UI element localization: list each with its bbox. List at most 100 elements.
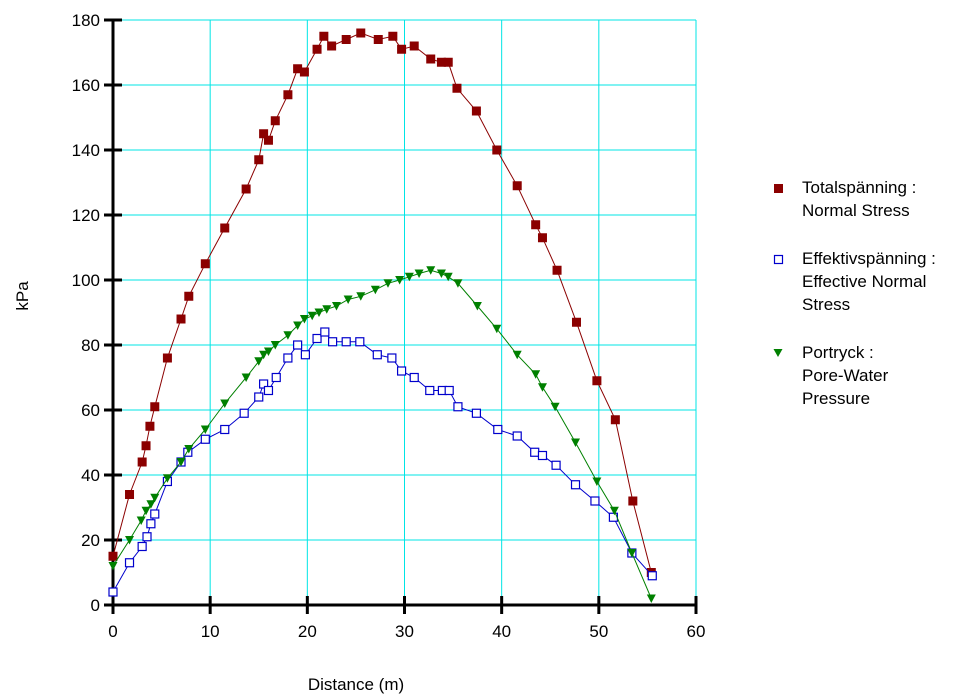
- data-point: [254, 155, 264, 165]
- data-point: [571, 317, 581, 327]
- data-point: [512, 431, 522, 441]
- data-point: [150, 509, 160, 519]
- data-point: [145, 421, 155, 431]
- data-point: [293, 64, 303, 74]
- data-point: [327, 41, 337, 51]
- data-point: [647, 571, 657, 581]
- triangle-down-icon: [773, 349, 783, 357]
- data-point: [628, 496, 638, 506]
- data-point: [184, 291, 194, 301]
- data-point: [425, 385, 435, 396]
- data-point: [125, 490, 135, 499]
- data-point: [472, 302, 482, 311]
- data-point: [590, 496, 600, 506]
- data-point: [551, 460, 561, 470]
- data-point: [270, 116, 280, 126]
- y-tick-label: 180: [72, 11, 100, 30]
- data-point: [162, 474, 172, 483]
- data-point: [383, 279, 393, 288]
- legend-label-line: Effective Normal: [802, 272, 927, 291]
- series-line: [112, 32, 652, 573]
- legend-item-normal-stress: Totalspänning : Normal Stress: [770, 176, 970, 222]
- data-point: [259, 350, 269, 360]
- x-tick-label: 10: [201, 622, 220, 641]
- data-point: [409, 372, 419, 383]
- data-point: [531, 370, 541, 379]
- data-point: [370, 285, 380, 295]
- data-point: [108, 587, 118, 597]
- data-point: [537, 450, 548, 461]
- y-tick-label: 40: [81, 466, 100, 485]
- data-point: [493, 424, 503, 435]
- data-point: [300, 350, 310, 360]
- y-tick-label: 140: [72, 141, 100, 160]
- data-point: [271, 372, 281, 383]
- data-point: [108, 551, 118, 561]
- data-point: [319, 31, 329, 41]
- data-point: [141, 506, 151, 516]
- grid: [113, 19, 697, 605]
- data-point: [150, 402, 160, 412]
- series-1: [108, 327, 657, 597]
- data-point: [320, 327, 330, 337]
- series-2: [108, 266, 656, 603]
- data-point: [331, 302, 341, 311]
- data-point: [283, 331, 293, 340]
- data-point: [137, 541, 147, 552]
- data-point: [471, 408, 482, 418]
- data-point: [200, 425, 210, 434]
- data-point: [646, 594, 656, 603]
- data-point: [299, 315, 309, 324]
- data-point: [397, 44, 407, 54]
- data-point: [146, 519, 156, 529]
- data-point: [263, 347, 273, 356]
- x-axis-title: Distance (m): [308, 675, 404, 694]
- x-tick-label: 40: [492, 622, 511, 641]
- data-point: [388, 31, 398, 41]
- data-point: [322, 305, 332, 314]
- legend-item-effective-normal-stress: Effektivspänning : Effective Normal Stre…: [770, 247, 970, 316]
- data-point: [270, 341, 280, 350]
- data-point: [142, 532, 152, 542]
- x-tick-label: 60: [687, 622, 706, 641]
- data-point: [146, 500, 156, 509]
- data-point: [571, 438, 581, 447]
- data-point: [492, 145, 502, 155]
- y-tick-label: 160: [72, 76, 100, 95]
- data-point: [220, 223, 230, 233]
- data-point: [530, 447, 540, 457]
- tick-labels: 0 10 20 30 40 50 60 0 20 40 60 80 100 120 140 160 180: [72, 11, 706, 641]
- data-point: [436, 57, 446, 67]
- data-point: [537, 233, 547, 243]
- x-tick-label: 50: [589, 622, 608, 641]
- data-point: [263, 385, 274, 396]
- y-tick-label: 80: [81, 336, 100, 355]
- data-point: [531, 220, 541, 230]
- data-point: [263, 135, 273, 145]
- data-point: [136, 516, 146, 525]
- data-point: [312, 44, 322, 54]
- data-point: [610, 415, 620, 425]
- data-point: [426, 266, 436, 275]
- data-point: [609, 506, 619, 516]
- data-point: [293, 321, 303, 330]
- data-point: [552, 265, 562, 275]
- data-point: [627, 549, 637, 558]
- data-point: [443, 272, 453, 282]
- series-line: [112, 331, 653, 593]
- data-point: [452, 83, 462, 93]
- legend-label-line: Effektivspänning :: [802, 249, 936, 268]
- legend-label-line: Pore-Water: [802, 366, 889, 385]
- data-point: [259, 379, 269, 389]
- data-point: [387, 353, 397, 363]
- data-point: [293, 340, 303, 350]
- data-point: [327, 337, 338, 347]
- data-point: [241, 373, 251, 382]
- data-point: [471, 106, 481, 116]
- open-square-icon: [773, 254, 784, 265]
- data-point: [150, 493, 160, 503]
- data-point: [343, 295, 353, 304]
- data-point: [283, 353, 293, 363]
- y-tick-label: 20: [81, 531, 100, 550]
- data-point: [307, 311, 317, 321]
